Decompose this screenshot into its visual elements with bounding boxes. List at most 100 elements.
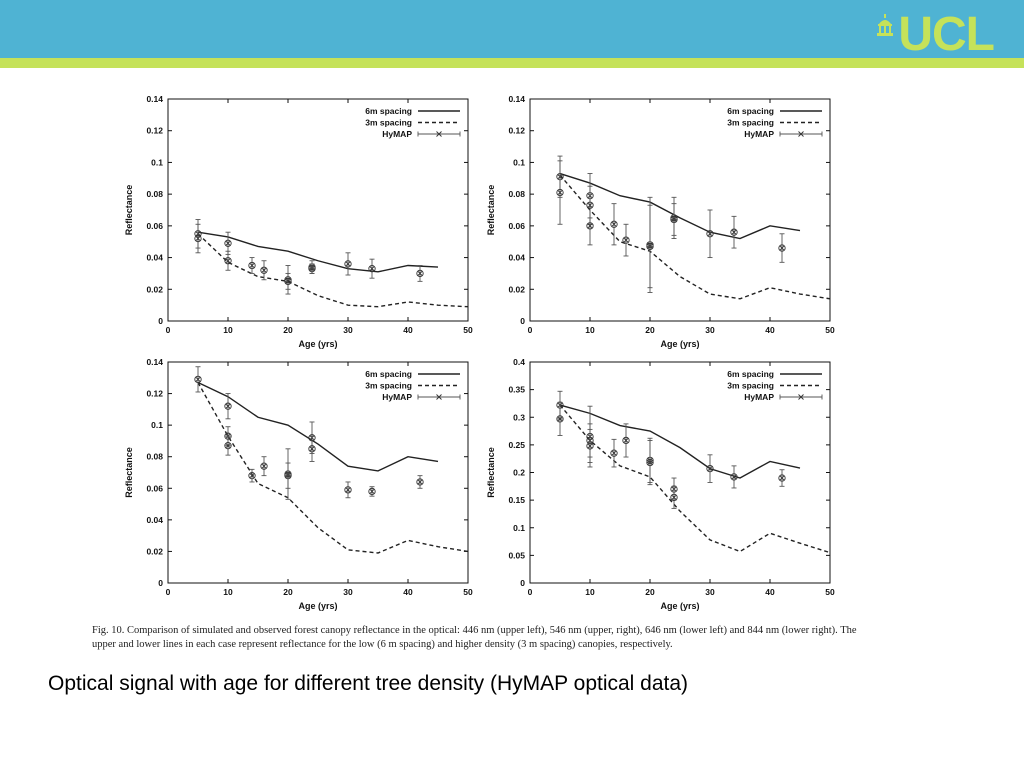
hymap-marker [248, 472, 256, 480]
hymap-cross [417, 479, 423, 485]
hymap-marker [416, 269, 424, 278]
series-line-3m-spacing [559, 404, 831, 554]
hymap-point [368, 486, 376, 497]
hymap-point [194, 366, 202, 393]
hymap-marker [730, 473, 738, 481]
hymap-marker [586, 222, 594, 230]
hymap-marker [194, 234, 202, 243]
hymap-marker [556, 415, 564, 423]
hymap-marker [248, 261, 256, 270]
hymap-cross [369, 266, 375, 272]
x-tick-label: 10 [223, 587, 233, 597]
hymap-point [778, 233, 786, 263]
hymap-marker [670, 493, 678, 502]
y-tick-label: 0.04 [146, 253, 163, 263]
hymap-point [556, 401, 564, 436]
hymap-point [224, 435, 232, 456]
logo-text: UCL [898, 8, 995, 61]
y-tick-label: 0 [158, 578, 163, 588]
x-tick-label: 10 [585, 325, 595, 335]
series-line-6m-spacing [197, 231, 439, 273]
y-tick-label: 0.02 [508, 284, 525, 294]
hymap-marker [368, 265, 376, 273]
y-tick-label: 0.08 [146, 452, 163, 462]
y-tick-label: 0.1 [151, 420, 163, 430]
y-axis-label: Reflectance [124, 185, 134, 236]
hymap-marker [646, 242, 654, 251]
hymap-point [248, 257, 256, 274]
y-axis-label: Reflectance [124, 447, 134, 498]
header-bar [0, 0, 1024, 58]
hymap-marker [778, 474, 786, 482]
y-tick-label: 0 [158, 316, 163, 326]
chart-upper-right: 0 10 20 30 40 50 0 0.02 0.04 0.06 0.08 0.1 0.12 0.14 A… [486, 94, 835, 349]
hymap-marker [368, 487, 376, 496]
hymap-point [416, 475, 424, 489]
y-tick-label: 0.12 [146, 126, 163, 136]
hymap-point [622, 423, 630, 458]
y-tick-label: 0.1 [513, 523, 525, 533]
hymap-cross [225, 240, 231, 246]
hymap-cross [707, 231, 713, 237]
hymap-marker [344, 486, 352, 494]
hymap-point [260, 260, 268, 281]
hymap-marker [416, 478, 424, 486]
hymap-cross [249, 473, 255, 479]
series-line-6m-spacing [197, 381, 439, 472]
hymap-marker [260, 266, 268, 274]
hymap-cross [261, 463, 267, 469]
x-tick-label: 20 [283, 587, 293, 597]
hymap-point [586, 428, 594, 464]
series-line-6m-spacing [559, 404, 801, 479]
hymap-marker [610, 220, 618, 228]
hymap-point [730, 215, 738, 249]
legend-swatch-cross [436, 394, 442, 400]
y-tick-label: 0.12 [146, 389, 163, 399]
x-tick-label: 50 [463, 325, 473, 335]
x-tick-label: 0 [166, 587, 171, 597]
x-tick-label: 40 [765, 325, 775, 335]
figure-caption: Fig. 10. Comparison of simulated and obs… [92, 625, 857, 650]
series-line-6m-spacing [559, 172, 801, 240]
hymap-marker [706, 464, 714, 473]
hymap-marker [622, 236, 630, 244]
hymap-marker [586, 442, 594, 450]
hymap-point [646, 204, 654, 289]
y-axis-label: Reflectance [486, 185, 496, 236]
hymap-point [670, 485, 678, 509]
legend-label: 6m spacing [727, 106, 774, 116]
hymap-point [646, 440, 654, 486]
x-tick-label: 20 [645, 587, 655, 597]
chart-lower-right: 0 10 20 30 40 50 0 0.05 0.1 0.15 0.2 0.25 0.3 0.35 0.4… [486, 357, 835, 611]
hymap-cross [671, 216, 677, 223]
hymap-marker [730, 228, 738, 236]
x-tick-label: 30 [343, 587, 353, 597]
chart-lower-left: 0 10 20 30 40 50 0 0.02 0.04 0.06 0.08 0.1 0.12 0.14 A… [124, 357, 473, 611]
hymap-point [706, 209, 714, 259]
plot-frame [167, 361, 469, 584]
hymap-point [586, 206, 594, 246]
hymap-cross [285, 278, 291, 284]
hymap-point [344, 481, 352, 499]
y-tick-label: 0.06 [508, 221, 525, 231]
y-tick-label: 0.1 [513, 157, 525, 167]
hymap-point [778, 469, 786, 487]
hymap-cross [779, 475, 785, 481]
x-tick-label: 0 [528, 325, 533, 335]
hymap-point [224, 250, 232, 271]
hymap-cross [225, 258, 231, 264]
header-stripe [0, 58, 1024, 68]
hymap-cross [707, 466, 713, 472]
hymap-marker [224, 257, 232, 265]
y-tick-label: 0.04 [146, 515, 163, 525]
hymap-cross [647, 460, 653, 466]
hymap-cross [587, 223, 593, 229]
y-tick-label: 0.06 [146, 221, 163, 231]
legend-label: 3m spacing [365, 381, 412, 391]
hymap-point [308, 435, 316, 462]
y-tick-label: 0.05 [508, 550, 525, 560]
series-line-3m-spacing [559, 174, 831, 300]
y-tick-label: 0.1 [151, 157, 163, 167]
y-tick-label: 0.4 [513, 357, 525, 367]
